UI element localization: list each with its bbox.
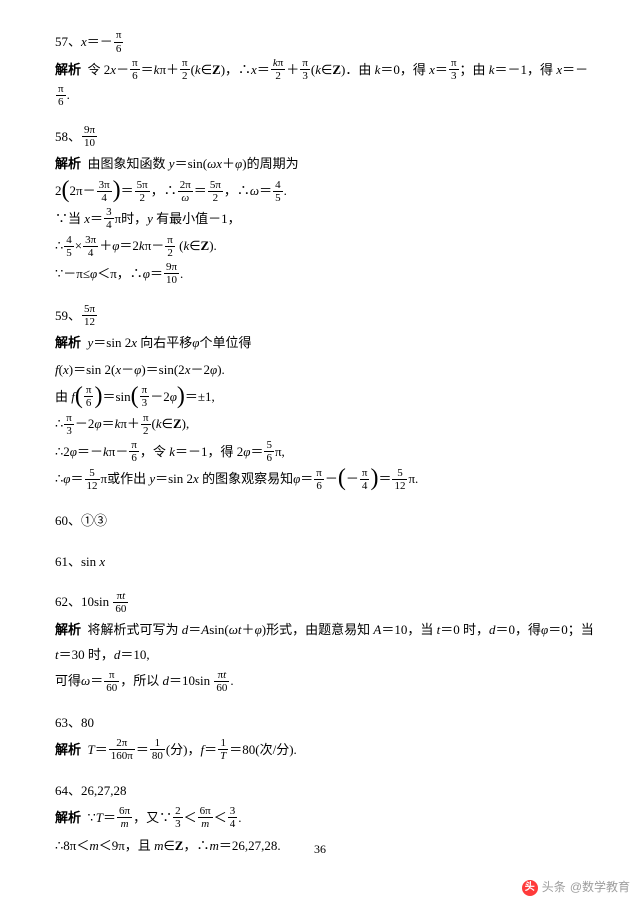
solution-label: 解析 [55,156,81,171]
solution-line: 解析 T＝2π160π＝180(分)，f＝1T＝80(次/分). [55,738,595,764]
problem-answer: 60、①③ [55,509,595,534]
problem-answer: 59、5π12 [55,304,595,330]
solution-line: 可得ω＝π60，所以 d＝10sin πt60. [55,669,595,695]
solution-line: ∴2φ＝－kπ－π6，令 k＝－1，得 2φ＝56π, [55,440,595,466]
solution-line: 解析 令 2x－π6＝kπ＋π2(k∈Z)，∴x＝kπ2＋π3(k∈Z)．由 k… [55,58,595,109]
solution-line: ∴45×3π4＋φ＝2kπ－π2 (k∈Z). [55,234,595,260]
problem-block: 59、5π12解析 y＝sin 2x 向右平移φ个单位得f(x)＝sin 2(x… [55,304,595,493]
solution-line: f(x)＝sin 2(x－φ)＝sin(2x－2φ). [55,358,595,383]
solution-line: 解析 由图象知函数 y＝sin(ωx＋φ)的周期为 [55,152,595,177]
solution-label: 解析 [55,62,81,77]
solution-label: 解析 [55,810,81,825]
problem-answer: 58、9π10 [55,125,595,151]
problem-answer: 63、80 [55,711,595,736]
problem-block: 60、①③ [55,509,595,534]
problem-block: 63、80解析 T＝2π160π＝180(分)，f＝1T＝80(次/分). [55,711,595,763]
solution-label: 解析 [55,622,81,637]
source-icon: 头 [522,880,538,896]
solution-label: 解析 [55,335,81,350]
solution-line: ∴φ＝512π或作出 y＝sin 2x 的图象观察易知φ＝π6－(－π4)＝51… [55,467,595,493]
problem-block: 62、10sin πt60解析 将解析式可写为 d＝Asin(ωt＋φ)形式，由… [55,590,595,695]
solution-line: 由 f(π6)＝sin(π3－2φ)＝±1, [55,385,595,411]
problem-answer: 61、sin x [55,550,595,575]
solution-line: ∵当 x＝34π时，y 有最小值－1， [55,207,595,233]
solution-label: 解析 [55,742,81,757]
page-number: 36 [0,838,640,861]
watermark-author: @数学教育 [570,876,630,899]
solution-line: ∴π3－2φ＝kπ＋π2(k∈Z), [55,412,595,438]
solution-line: 2(2π－3π4)＝5π2，∴2πω＝5π2，∴ω＝45. [55,179,595,205]
document-page: 57、x＝－π6解析 令 2x－π6＝kπ＋π2(k∈Z)，∴x＝kπ2＋π3(… [0,0,640,884]
problem-block: 61、sin x [55,550,595,575]
problem-answer: 62、10sin πt60 [55,590,595,616]
watermark-source: 头条 [542,876,566,899]
problem-block: 57、x＝－π6解析 令 2x－π6＝kπ＋π2(k∈Z)，∴x＝kπ2＋π3(… [55,30,595,109]
problem-answer: 64、26,27,28 [55,779,595,804]
solution-line: 解析 y＝sin 2x 向右平移φ个单位得 [55,331,595,356]
problem-block: 58、9π10解析 由图象知函数 y＝sin(ωx＋φ)的周期为2(2π－3π4… [55,125,595,288]
solution-line: 解析 将解析式可写为 d＝Asin(ωt＋φ)形式，由题意易知 A＝10，当 t… [55,618,595,667]
solution-line: 解析 ∵T＝6πm，又∵23＜6πm＜34. [55,806,595,832]
solution-line: ∵－π≤φ＜π，∴φ＝9π10. [55,262,595,288]
watermark: 头 头条 @数学教育 [522,876,630,899]
problem-answer: 57、x＝－π6 [55,30,595,56]
